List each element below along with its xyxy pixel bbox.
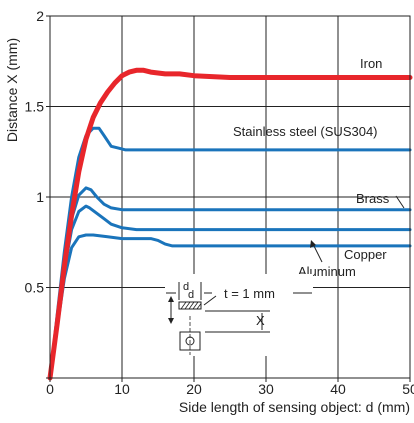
series-line-aluminum xyxy=(48,233,412,380)
x-tick-label: 20 xyxy=(186,381,202,397)
series-line-iron xyxy=(47,67,413,381)
inset-arrow-down xyxy=(168,318,174,324)
x-tick-label: 50 xyxy=(402,381,414,397)
y-tick-label: 0.5 xyxy=(25,280,45,296)
inset-diagram: d d t = 1 mm X xyxy=(165,274,313,356)
inset-dim-mid: d xyxy=(188,289,194,301)
aluminum-leader-arrowhead xyxy=(310,240,316,248)
inset-arrow-up xyxy=(168,296,174,302)
label-stainless-steel: Stainless steel (SUS304) xyxy=(233,124,378,139)
x-tick-label: 0 xyxy=(46,381,54,397)
label-copper: Copper xyxy=(344,247,387,262)
inset-dim-top: d xyxy=(183,281,189,293)
inset-thickness-leader xyxy=(203,295,217,306)
inset-distance-label: X xyxy=(256,313,265,328)
label-brass: Brass xyxy=(356,191,390,206)
y-tick-label: 1.5 xyxy=(25,99,45,115)
y-axis-title: Distance X (mm) xyxy=(4,38,20,142)
y-tick-label: 2 xyxy=(36,8,44,24)
inset-thickness-label: t = 1 mm xyxy=(224,286,275,301)
aluminum-leader-line xyxy=(312,243,323,263)
tick-layer: 0 10 20 30 40 50 0.5 1 1.5 2 xyxy=(25,8,414,397)
x-tick-label: 30 xyxy=(258,381,274,397)
brass-leader-line xyxy=(395,195,405,209)
label-iron: Iron xyxy=(360,56,382,71)
x-tick-label: 40 xyxy=(330,381,346,397)
x-tick-label: 10 xyxy=(114,381,130,397)
x-axis-title: Side length of sensing object: d (mm) xyxy=(179,399,410,415)
inset-plate-hatching xyxy=(180,301,202,310)
y-tick-label: 1 xyxy=(36,189,44,205)
series-layer xyxy=(47,67,413,381)
